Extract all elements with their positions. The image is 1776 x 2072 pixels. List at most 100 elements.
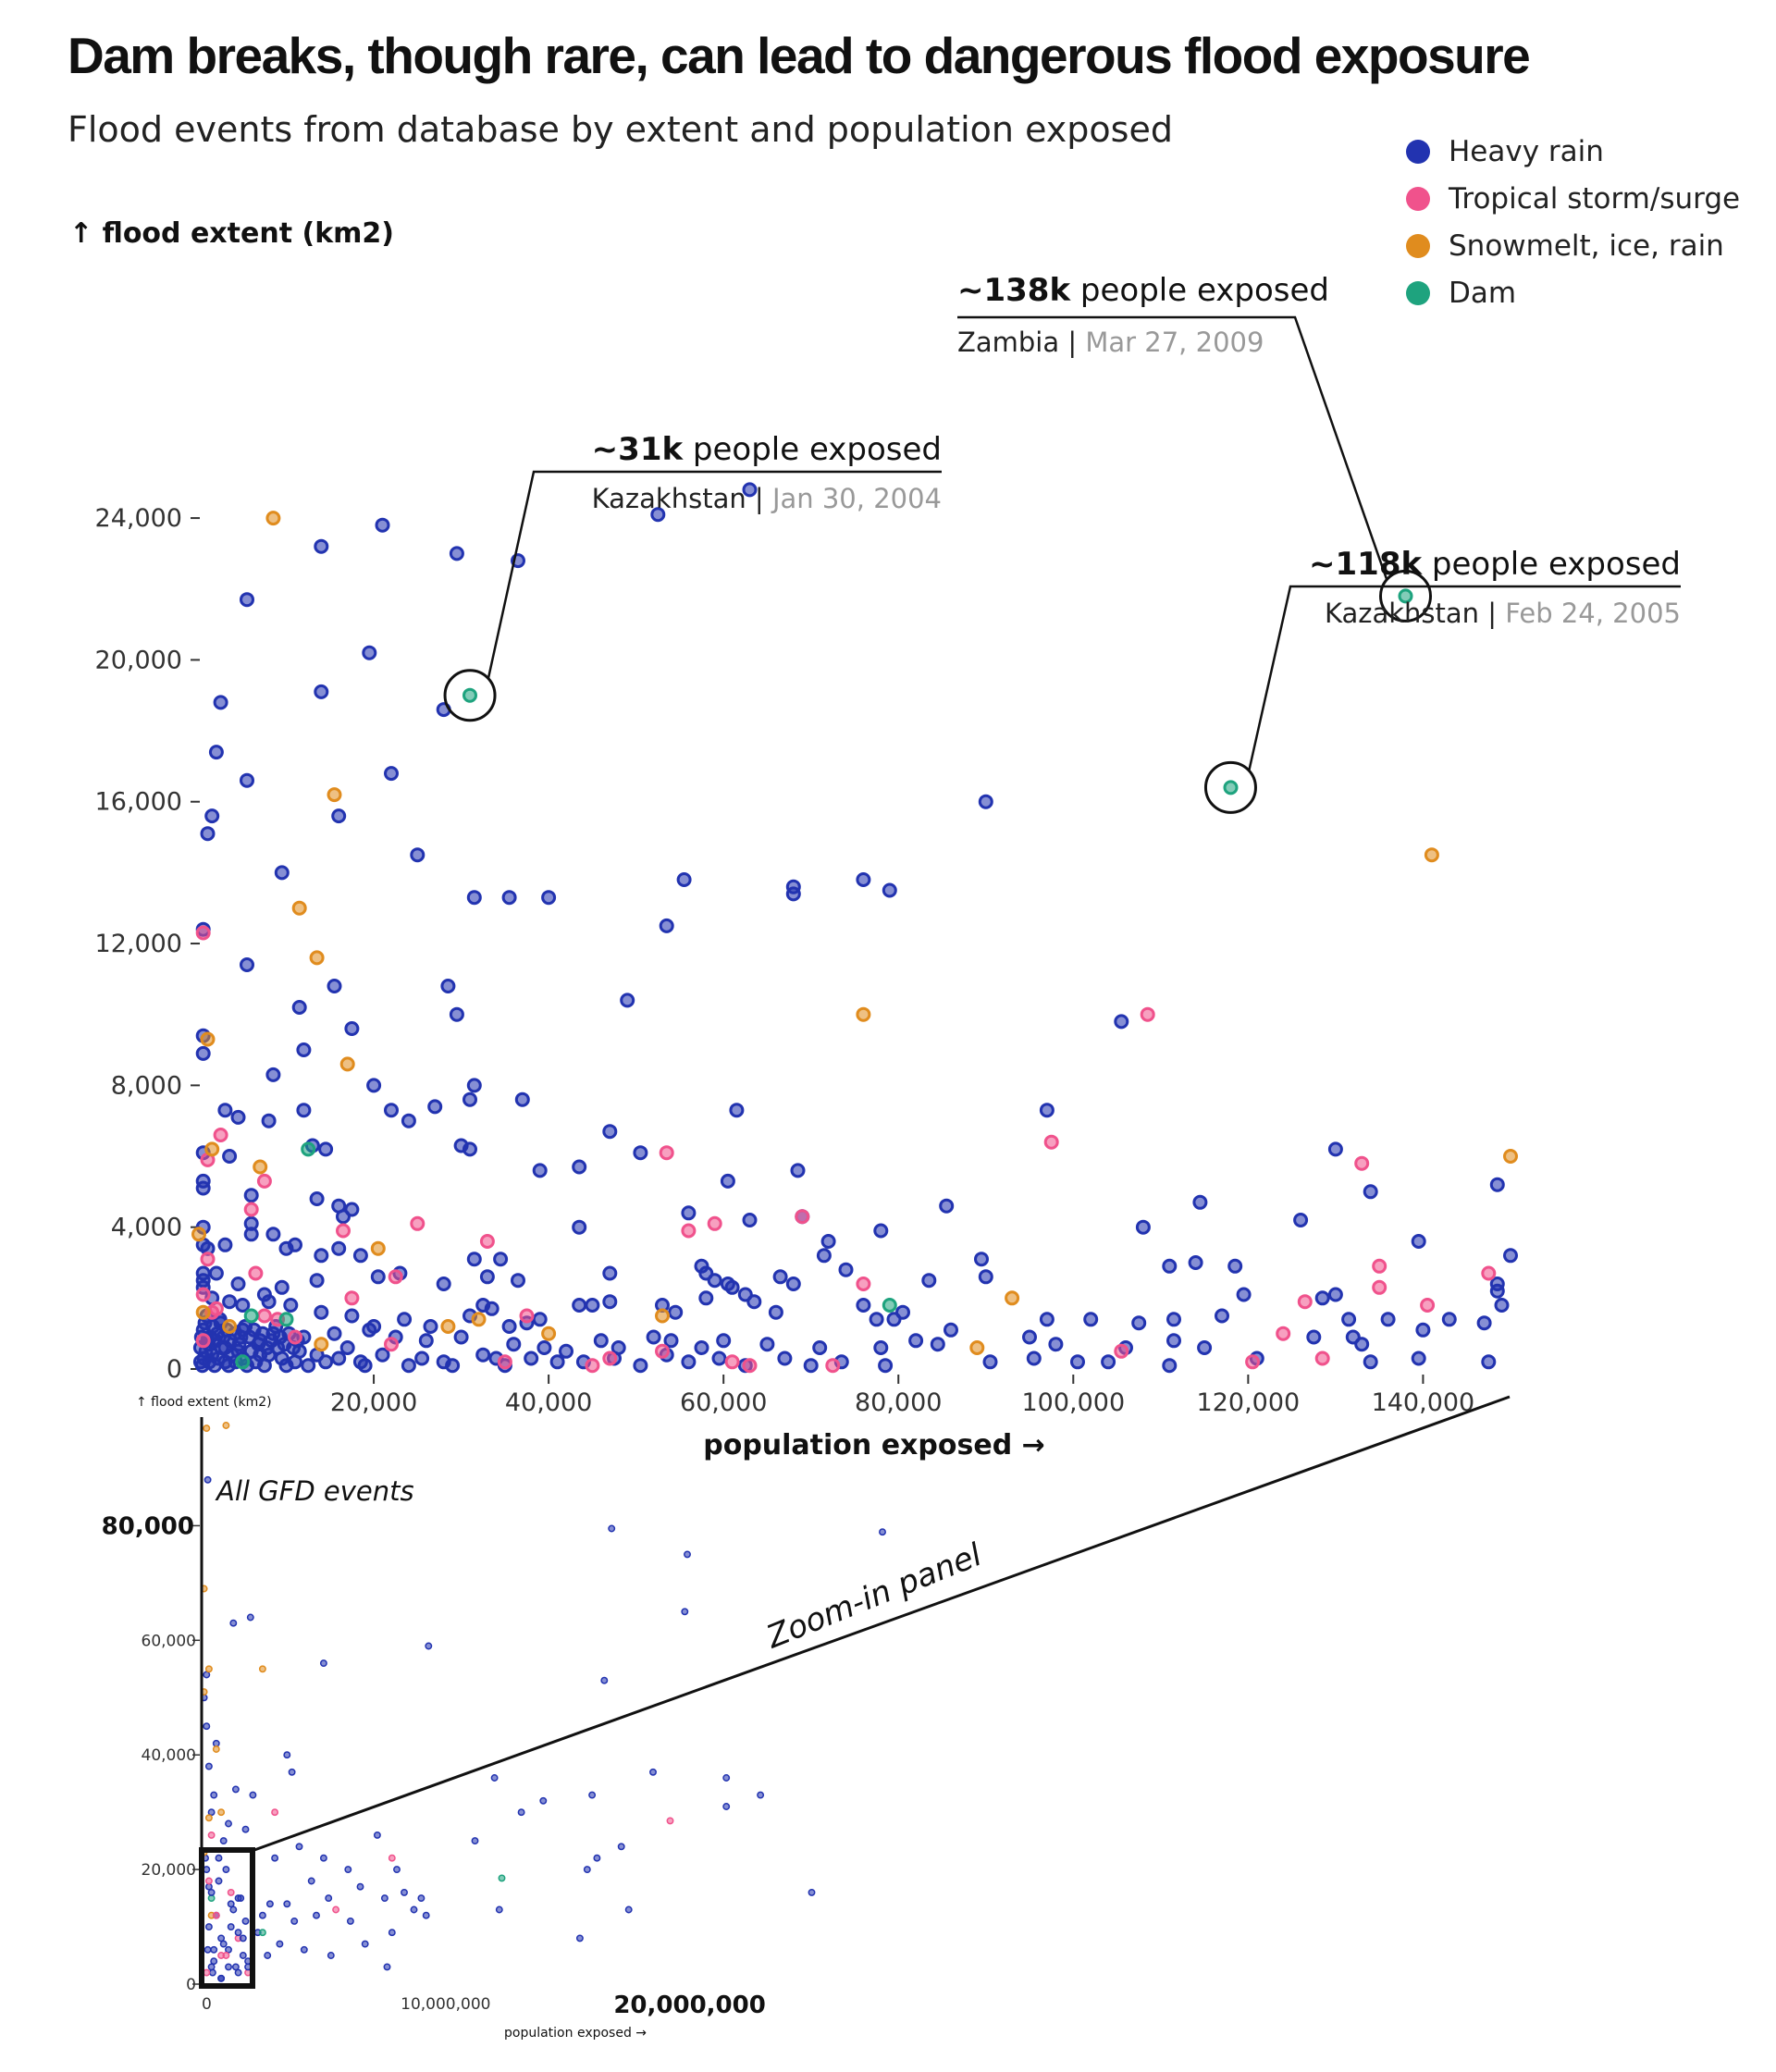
inset-point-heavy-rain <box>684 1550 691 1559</box>
chart-subtitle: Flood events from database by extent and… <box>68 109 1173 150</box>
point-heavy-rain <box>314 684 329 699</box>
inset-point-heavy-rain <box>203 1671 211 1679</box>
point-heavy-rain <box>742 1213 758 1227</box>
inset-x-tick-label: 10,000,000 <box>401 1995 490 2014</box>
point-heavy-rain <box>466 890 482 906</box>
point-snowmelt-ice-rain <box>291 900 307 916</box>
point-heavy-rain <box>288 1237 302 1252</box>
legend-label-heavy-rain: Heavy rain <box>1449 134 1604 168</box>
legend-item-snowmelt: Snowmelt, ice, rain <box>1406 222 1740 269</box>
point-heavy-rain <box>1415 1322 1431 1338</box>
point-tropical-storm-surge <box>519 1308 535 1324</box>
point-dam <box>278 1312 294 1327</box>
inset-point-heavy-rain <box>234 1968 242 1977</box>
point-dam <box>301 1141 316 1157</box>
inset-point-heavy-rain <box>208 1968 216 1977</box>
legend-swatch-snowmelt <box>1406 233 1430 258</box>
inset-point-heavy-rain <box>203 1722 211 1731</box>
point-heavy-rain <box>720 1173 735 1189</box>
point-heavy-rain <box>711 1350 727 1366</box>
point-heavy-rain <box>314 538 329 554</box>
inset-point-heavy-rain <box>249 1791 257 1799</box>
inset-point-tropical-storm-surge <box>332 1906 340 1914</box>
point-heavy-rain <box>370 1269 386 1285</box>
inset-point-tropical-storm-surge <box>388 1854 396 1862</box>
point-heavy-rain <box>572 1298 587 1313</box>
main-scatter-points <box>191 482 1518 1374</box>
point-snowmelt-ice-rain <box>541 1326 557 1341</box>
inset-point-tropical-storm-surge <box>203 1968 211 1977</box>
point-heavy-rain <box>882 882 897 898</box>
point-heavy-rain <box>974 1252 989 1267</box>
x-axis-title: population exposed → <box>703 1429 1045 1462</box>
point-heavy-rain <box>1293 1213 1309 1227</box>
point-heavy-rain <box>265 1067 281 1082</box>
inset-point-heavy-rain <box>222 1866 230 1874</box>
point-heavy-rain <box>869 1312 884 1327</box>
inset-point-heavy-rain <box>401 1888 408 1896</box>
inset-point-heavy-rain <box>207 1888 216 1896</box>
point-tropical-storm-surge <box>384 1337 399 1352</box>
point-heavy-rain <box>1306 1329 1322 1345</box>
point-tropical-storm-surge <box>195 1287 211 1302</box>
annotation-ring-kazakhstan-2004 <box>443 669 497 722</box>
inset-point-heavy-rain <box>373 1831 381 1839</box>
inset-point-heavy-rain <box>722 1774 731 1782</box>
inset-point-heavy-rain <box>264 1952 272 1959</box>
legend-item-tropical: Tropical storm/surge <box>1406 175 1740 222</box>
point-tropical-storm-surge <box>256 1308 272 1324</box>
point-heavy-rain <box>204 808 220 824</box>
point-snowmelt-ice-rain <box>265 511 281 526</box>
point-snowmelt-ice-rain <box>655 1308 670 1324</box>
point-heavy-rain <box>742 482 758 498</box>
point-snowmelt-ice-rain <box>440 1319 456 1334</box>
inset-point-heavy-rain <box>295 1843 303 1851</box>
point-heavy-rain <box>1354 1337 1370 1352</box>
point-heavy-rain <box>344 1021 360 1036</box>
point-heavy-rain <box>493 1252 509 1267</box>
inset-point-heavy-rain <box>237 1894 245 1903</box>
point-heavy-rain <box>384 766 399 782</box>
inset-point-heavy-rain <box>288 1768 296 1776</box>
point-heavy-rain <box>856 872 871 887</box>
inset-panel: ↑ flood extent (km2) All GFD events popu… <box>102 1395 1511 2041</box>
point-heavy-rain <box>274 865 290 881</box>
point-heavy-rain <box>1476 1315 1492 1331</box>
inset-point-dam <box>258 1929 266 1937</box>
point-heavy-rain <box>436 1276 451 1291</box>
point-heavy-rain <box>1363 1354 1378 1370</box>
point-heavy-rain <box>541 890 557 906</box>
point-heavy-rain <box>593 1333 609 1349</box>
point-heavy-rain <box>921 1273 937 1289</box>
point-heavy-rain <box>1114 1014 1129 1030</box>
inset-point-heavy-rain <box>217 1934 226 1942</box>
point-heavy-rain <box>559 1343 574 1359</box>
inset-point-heavy-rain <box>283 1900 291 1908</box>
point-heavy-rain <box>572 1159 587 1175</box>
legend-label-dam: Dam <box>1449 276 1517 310</box>
inset-title: All GFD events <box>215 1475 414 1507</box>
point-heavy-rain <box>1166 1312 1181 1327</box>
point-heavy-rain <box>1048 1337 1064 1352</box>
x-tick-label: 20,000 <box>330 1388 417 1417</box>
point-tropical-storm-surge <box>1276 1326 1291 1341</box>
point-heavy-rain <box>475 1347 491 1363</box>
point-heavy-rain <box>445 1358 461 1374</box>
inset-point-heavy-rain <box>608 1524 616 1533</box>
point-heavy-rain <box>208 1265 224 1281</box>
chart-title: Dam breaks, though rare, can lead to dan… <box>68 27 1531 84</box>
inset-point-heavy-rain <box>212 1739 220 1747</box>
y-tick-label: 8,000 <box>111 1071 182 1100</box>
point-heavy-rain <box>1314 1290 1330 1306</box>
legend-swatch-heavy-rain <box>1406 139 1430 164</box>
point-tropical-storm-surge <box>825 1358 841 1374</box>
point-heavy-rain <box>1039 1103 1054 1118</box>
inset-point-tropical-storm-surge <box>204 1877 213 1885</box>
legend-label-tropical: Tropical storm/surge <box>1449 181 1741 216</box>
point-heavy-rain <box>978 1269 993 1285</box>
point-heavy-rain <box>602 1294 618 1310</box>
point-heavy-rain <box>375 1347 390 1363</box>
point-snowmelt-ice-rain <box>191 1227 206 1242</box>
point-heavy-rain <box>217 1237 233 1252</box>
inset-point-heavy-rain <box>757 1791 765 1799</box>
